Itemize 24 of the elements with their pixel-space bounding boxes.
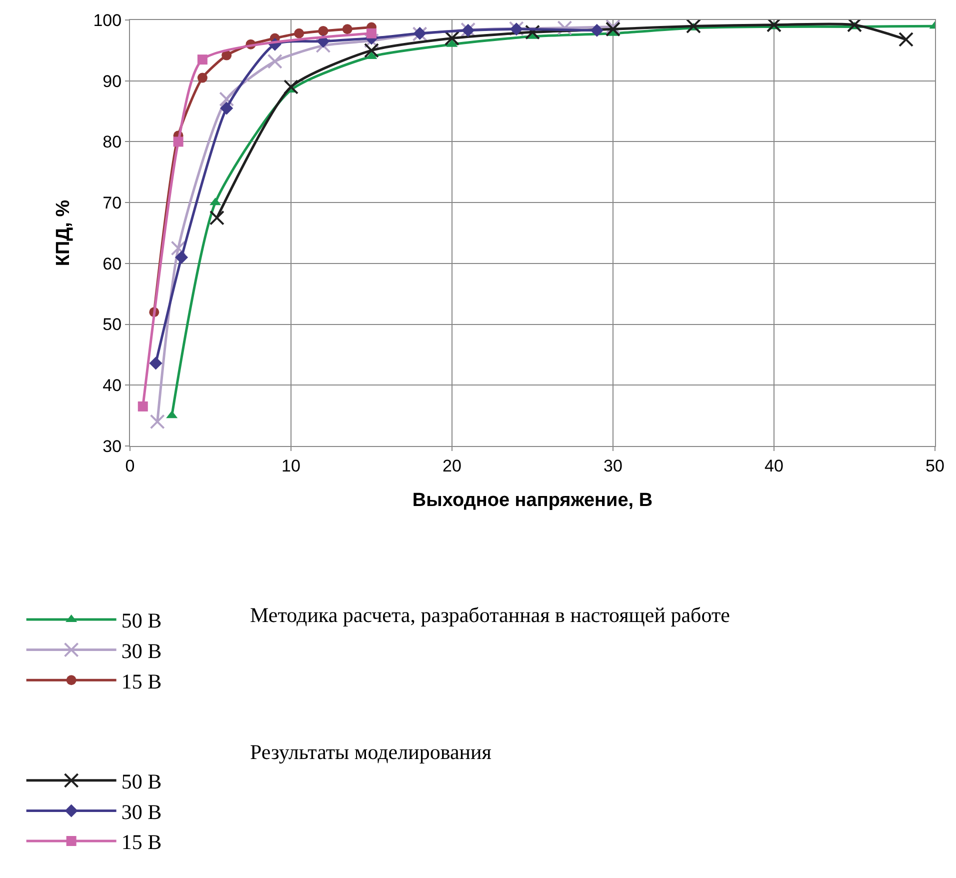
legend-label: 15 В <box>121 669 162 694</box>
x-axis-title: Выходное напряжение, В <box>412 490 653 512</box>
legend-label: 50 В <box>121 608 162 633</box>
x-tick-label: 10 <box>282 456 300 476</box>
y-axis-title: КПД, % <box>53 200 74 266</box>
y-tick-label: 100 <box>93 10 122 30</box>
text: Методика расчета, разработанная в настоящей работе <box>250 603 730 627</box>
legend-label: 30 В <box>121 800 162 824</box>
legend-label: 30 В <box>121 639 162 663</box>
x-tick-label: 40 <box>764 456 784 476</box>
legend-label: 15 В <box>121 830 162 854</box>
legend-label: 50 В <box>121 770 162 794</box>
y-tick-label: 80 <box>102 132 122 152</box>
y-tick-label: 60 <box>102 254 122 274</box>
x-tick-label: 30 <box>604 456 622 476</box>
y-tick-label: 50 <box>102 315 122 334</box>
y-tick-label: 40 <box>102 376 122 396</box>
y-tick-label: 30 <box>102 436 122 456</box>
x-tick-label: 0 <box>125 456 135 476</box>
x-tick-label: 50 <box>926 456 944 476</box>
y-tick-label: 70 <box>102 194 122 213</box>
x-tick-label: 20 <box>442 456 462 476</box>
y-tick-label: 90 <box>102 72 122 91</box>
text: Результаты моделирования <box>250 740 492 764</box>
